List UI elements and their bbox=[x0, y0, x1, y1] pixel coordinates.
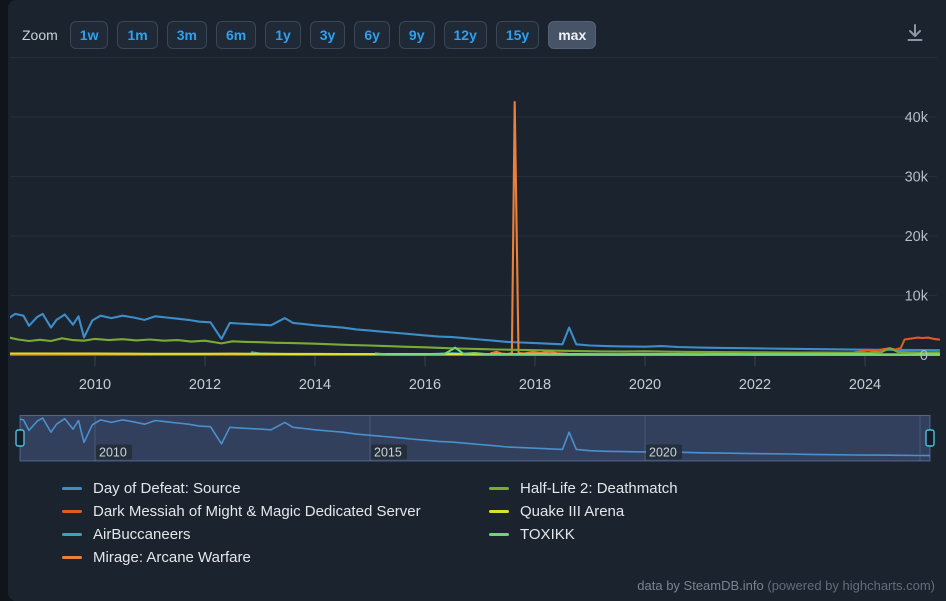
legend-item-day-of-defeat-source[interactable]: Day of Defeat: Source bbox=[62, 477, 421, 500]
legend-marker-icon bbox=[489, 533, 509, 536]
legend-item-mirage-arcane-warfare[interactable]: Mirage: Arcane Warfare bbox=[62, 546, 421, 569]
legend-column-right: Half-Life 2: Deathmatch Quake III Arena TO… bbox=[489, 477, 678, 546]
navigator-x-label: 2010 bbox=[99, 446, 127, 460]
zoom-button-1m[interactable]: 1m bbox=[117, 21, 158, 49]
legend-item-quake-iii-arena[interactable]: Quake III Arena bbox=[489, 500, 678, 523]
highcharts-credit-link[interactable]: (powered by highcharts.com) bbox=[763, 578, 935, 593]
download-icon bbox=[907, 24, 923, 41]
x-axis-label: 2014 bbox=[299, 377, 331, 393]
y-axis-label: 30k bbox=[905, 170, 929, 186]
legend-marker-icon bbox=[489, 510, 509, 513]
legend-marker-icon bbox=[62, 510, 82, 513]
y-axis-label: 40k bbox=[905, 110, 929, 126]
legend-marker-icon bbox=[62, 533, 82, 536]
series-line bbox=[10, 336, 940, 354]
y-axis-label: 10k bbox=[905, 289, 929, 305]
legend-item-dark-messiah-of-might-magic-dedicated-server[interactable]: Dark Messiah of Might & Magic Dedicated … bbox=[62, 500, 421, 523]
legend-label: Quake III Arena bbox=[520, 503, 625, 520]
x-axis-label: 2016 bbox=[409, 377, 441, 393]
legend-label: Dark Messiah of Might & Magic Dedicated … bbox=[93, 503, 421, 520]
zoom-button-6y[interactable]: 6y bbox=[354, 21, 390, 49]
series-line bbox=[10, 312, 940, 352]
navigator-x-label: 2020 bbox=[649, 446, 677, 460]
legend-label: AirBuccaneers bbox=[93, 526, 191, 543]
steamdb-credit-link[interactable]: data by SteamDB.info bbox=[637, 578, 764, 593]
range-selector: Zoom 1w 1m 3m 6m 1y 3y 6y 9y 12y 15y max bbox=[22, 21, 597, 49]
legend-item-toxikk[interactable]: TOXIKK bbox=[489, 523, 678, 546]
zoom-range-label: Zoom bbox=[22, 27, 58, 43]
zoom-button-15y[interactable]: 15y bbox=[495, 21, 540, 49]
navigator-label-badge bbox=[96, 444, 132, 460]
legend-label: TOXIKK bbox=[520, 526, 575, 543]
chart-panel bbox=[8, 0, 946, 601]
y-axis-label: 0 bbox=[920, 348, 928, 364]
download-chart-button[interactable] bbox=[902, 20, 928, 46]
zoom-button-max[interactable]: max bbox=[548, 21, 597, 49]
credits: data by SteamDB.info (powered by highcha… bbox=[637, 578, 935, 593]
x-axis-label: 2012 bbox=[189, 377, 221, 393]
navigator-left-handle[interactable] bbox=[15, 429, 25, 447]
legend-column-left: Day of Defeat: Source Dark Messiah of Mig… bbox=[62, 477, 421, 569]
series-line bbox=[374, 346, 940, 356]
zoom-button-9y[interactable]: 9y bbox=[398, 21, 435, 49]
zoom-button-1y[interactable]: 1y bbox=[265, 21, 301, 49]
legend-item-airbuccaneers[interactable]: AirBuccaneers bbox=[62, 523, 421, 546]
navigator-label-badge bbox=[646, 444, 682, 460]
x-axis-label: 2010 bbox=[79, 377, 111, 393]
x-axis-label: 2022 bbox=[739, 377, 771, 393]
zoom-button-3y[interactable]: 3y bbox=[309, 21, 346, 49]
legend-label: Day of Defeat: Source bbox=[93, 480, 241, 497]
x-axis-label: 2020 bbox=[629, 377, 661, 393]
series-line bbox=[489, 101, 940, 356]
zoom-button-3m[interactable]: 3m bbox=[166, 21, 207, 49]
legend-marker-icon bbox=[62, 556, 82, 559]
legend-label: Mirage: Arcane Warfare bbox=[93, 549, 251, 566]
zoom-button-1w[interactable]: 1w bbox=[69, 21, 109, 49]
zoom-button-12y[interactable]: 12y bbox=[443, 21, 487, 49]
legend-marker-icon bbox=[489, 487, 509, 490]
legend-marker-icon bbox=[62, 487, 82, 490]
y-axis-label: 20k bbox=[905, 229, 929, 245]
legend-label: Half-Life 2: Deathmatch bbox=[520, 480, 678, 497]
navigator-x-label: 2015 bbox=[374, 446, 402, 460]
x-axis-label: 2018 bbox=[519, 377, 551, 393]
x-axis-label: 2024 bbox=[849, 377, 881, 393]
zoom-buttons: 1w 1m 3m 6m 1y 3y 6y 9y 12y 15y max bbox=[69, 21, 597, 49]
zoom-button-6m[interactable]: 6m bbox=[215, 21, 257, 49]
navigator-label-badge bbox=[371, 444, 407, 460]
navigator-right-handle[interactable] bbox=[925, 429, 935, 447]
legend-item-half-life-2-deathmatch[interactable]: Half-Life 2: Deathmatch bbox=[489, 477, 678, 500]
